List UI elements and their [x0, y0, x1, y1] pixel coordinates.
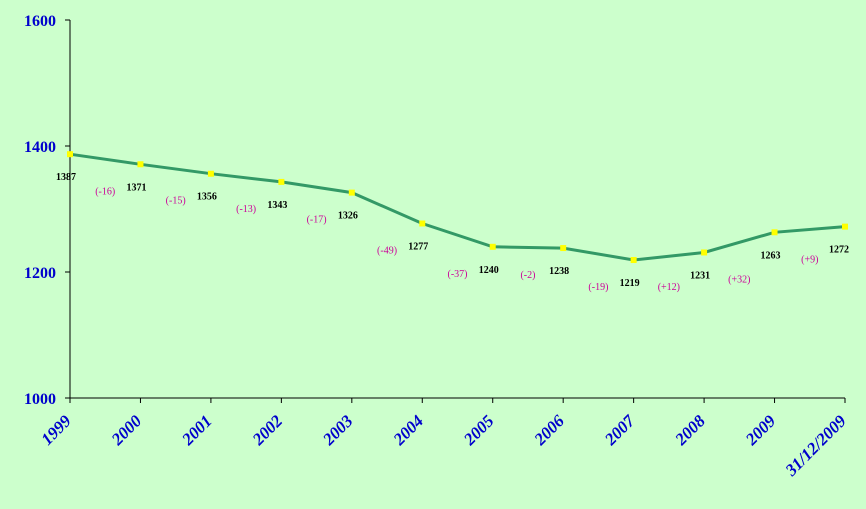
change-label: (-13) [236, 204, 256, 215]
change-label: (-16) [95, 186, 115, 197]
change-label: (-15) [166, 196, 186, 207]
x-tick-label: 2004 [389, 411, 427, 449]
change-label: (-19) [588, 282, 608, 293]
data-point [419, 220, 426, 227]
value-label: 1356 [197, 192, 217, 203]
y-tick-label: 1200 [24, 265, 56, 282]
change-label: (-2) [520, 270, 535, 281]
x-axis-ticks: 1999 2000 2001 2002 2003 2004 2005 2006 2007 2008… [37, 398, 850, 480]
value-label: 1272 [829, 245, 849, 256]
change-label: (-49) [377, 245, 397, 256]
value-label: 1240 [479, 265, 499, 276]
value-label: 1263 [761, 250, 781, 261]
data-point [278, 178, 285, 185]
change-label: (+12) [658, 282, 680, 293]
x-tick-label: 2008 [671, 411, 710, 450]
value-label: 1371 [126, 182, 146, 193]
x-tick-label: 31/12/2009 [781, 411, 850, 480]
value-label: 1387 [56, 172, 76, 183]
change-labels: (-16) (-15) (-13) (-17) (-49) (-37) (-2) (-19) (… [95, 186, 818, 293]
x-tick-label: 2006 [530, 411, 569, 450]
data-point [348, 189, 355, 196]
data-points [67, 151, 848, 264]
x-tick-label: 2005 [459, 411, 498, 450]
x-tick-label: 2002 [248, 411, 287, 450]
y-tick-label: 1000 [24, 391, 56, 408]
y-axis-ticks: 1000 1200 1400 1600 [24, 13, 70, 408]
data-point [701, 249, 708, 256]
change-label: (+9) [801, 254, 818, 265]
change-label: (-37) [448, 269, 468, 280]
data-point [207, 170, 214, 177]
value-label: 1238 [549, 266, 569, 277]
data-point [630, 257, 637, 264]
x-tick-label: 2001 [178, 411, 216, 449]
value-label: 1343 [267, 200, 287, 211]
data-point [560, 245, 567, 252]
y-tick-label: 1400 [24, 139, 56, 156]
change-label: (+32) [728, 274, 750, 285]
value-label: 1326 [338, 211, 358, 222]
value-label: 1231 [690, 270, 710, 281]
data-point [842, 223, 848, 230]
x-tick-label: 2009 [741, 411, 780, 450]
data-point [137, 161, 144, 168]
x-tick-label: 1999 [37, 411, 75, 449]
data-point [489, 243, 496, 250]
value-label: 1277 [408, 241, 428, 252]
change-label: (-17) [307, 215, 327, 226]
value-labels: 1387 1371 1356 1343 1326 1277 1240 1238 1219 1231… [56, 172, 849, 289]
x-tick-label: 2003 [318, 411, 357, 450]
value-label: 1219 [620, 278, 640, 289]
y-tick-label: 1600 [24, 13, 56, 30]
x-tick-label: 2000 [107, 411, 146, 450]
data-point [67, 151, 73, 158]
x-tick-label: 2007 [600, 410, 639, 449]
series-line [69, 152, 846, 262]
data-point [771, 229, 778, 236]
